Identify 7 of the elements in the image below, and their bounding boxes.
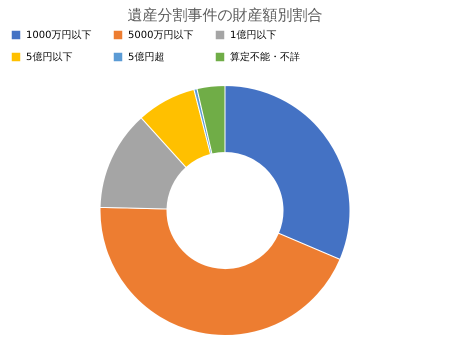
legend-label: 算定不能・不詳	[230, 51, 300, 63]
legend-label: 5億円以下	[26, 51, 72, 63]
chart-title: 遺産分割事件の財産額別割合	[128, 6, 322, 24]
legend-label: 5億円超	[128, 51, 164, 63]
legend-label: 1000万円以下	[26, 29, 92, 41]
legend-label: 5000万円以下	[128, 29, 194, 41]
legend-label: 1億円以下	[230, 29, 276, 41]
